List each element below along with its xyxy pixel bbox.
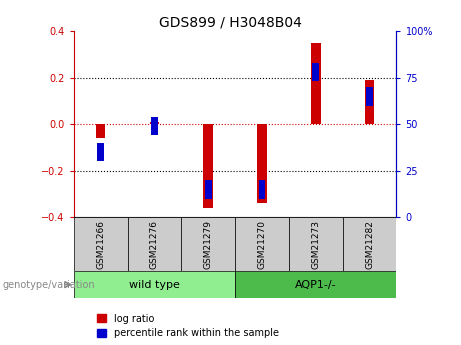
Bar xyxy=(313,63,319,81)
Text: GSM21270: GSM21270 xyxy=(258,219,266,269)
Bar xyxy=(365,80,374,124)
Bar xyxy=(235,217,289,271)
Bar xyxy=(366,87,373,106)
Bar xyxy=(128,217,181,271)
Text: GSM21273: GSM21273 xyxy=(311,219,320,269)
Bar xyxy=(97,143,104,161)
Text: GSM21279: GSM21279 xyxy=(204,219,213,269)
Bar xyxy=(96,124,106,138)
Text: GSM21282: GSM21282 xyxy=(365,220,374,268)
Bar xyxy=(74,217,128,271)
Bar xyxy=(149,122,159,124)
Text: GDS899 / H3048B04: GDS899 / H3048B04 xyxy=(159,16,302,30)
Bar xyxy=(259,180,266,199)
Legend: log ratio, percentile rank within the sample: log ratio, percentile rank within the sa… xyxy=(97,314,278,338)
Text: AQP1-/-: AQP1-/- xyxy=(295,280,337,289)
Text: wild type: wild type xyxy=(129,280,180,289)
Bar xyxy=(203,124,213,208)
Text: GSM21266: GSM21266 xyxy=(96,219,105,269)
Text: GSM21276: GSM21276 xyxy=(150,219,159,269)
Bar xyxy=(289,217,343,271)
Bar xyxy=(151,117,158,135)
Bar xyxy=(181,217,235,271)
Bar xyxy=(343,217,396,271)
Bar xyxy=(74,271,235,298)
Text: genotype/variation: genotype/variation xyxy=(2,280,95,289)
Bar xyxy=(257,124,267,203)
Bar xyxy=(235,271,396,298)
Bar xyxy=(205,180,212,199)
Bar xyxy=(311,43,320,124)
